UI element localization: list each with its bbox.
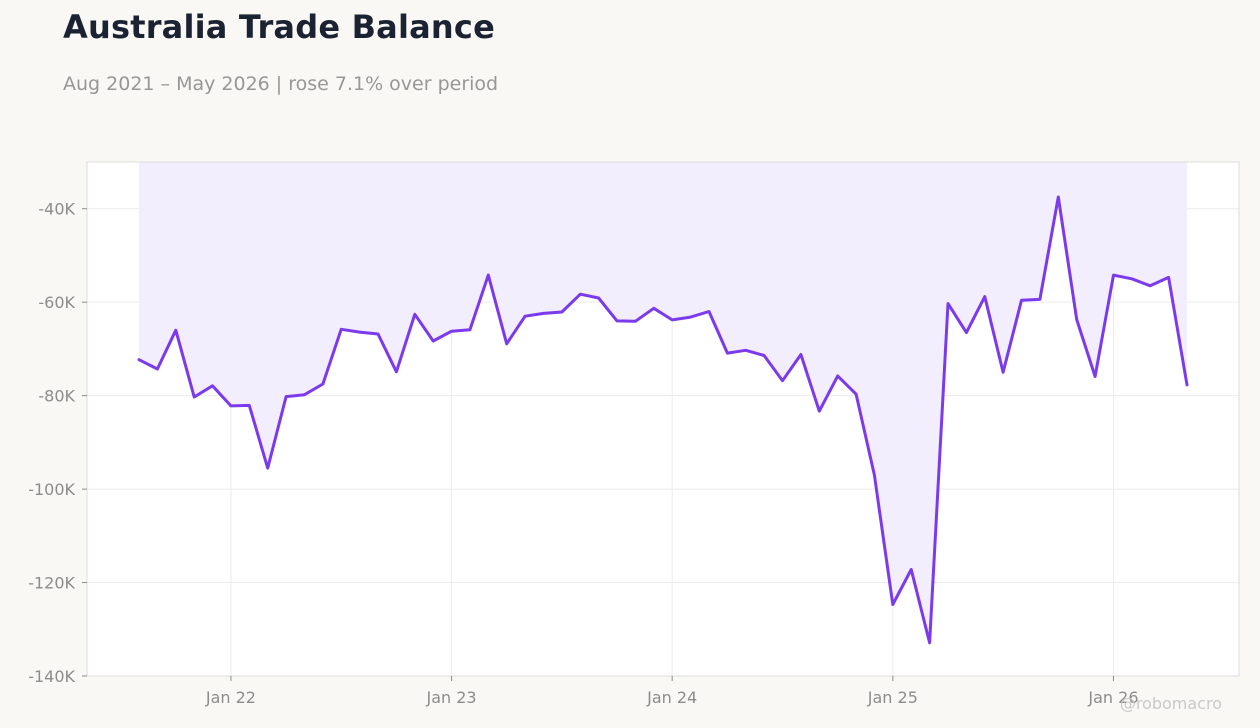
- y-tick-label: -100K: [28, 480, 75, 499]
- x-tick-label: Jan 25: [867, 688, 918, 707]
- watermark: @robomacro: [1119, 694, 1222, 713]
- trade-balance-line: [137, 195, 1189, 645]
- plot-frame: [86, 161, 1240, 677]
- y-tick-label: -60K: [38, 293, 75, 312]
- x-axis: Jan 22 Jan 23 Jan 24 Jan 25 Jan 26: [205, 676, 1139, 707]
- chart-title: Australia Trade Balance: [63, 8, 495, 46]
- y-tick-label: -40K: [38, 200, 75, 219]
- y-tick-label: -140K: [28, 667, 75, 686]
- y-tick-label: -80K: [38, 387, 75, 406]
- trade-balance-area: [139, 162, 1187, 643]
- x-tick-label: Jan 23: [426, 688, 477, 707]
- y-tick-label: -120K: [28, 574, 75, 593]
- chart-subtitle: Aug 2021 – May 2026 | rose 7.1% over per…: [63, 73, 499, 95]
- x-tick-label: Jan 24: [646, 688, 697, 707]
- x-tick-label: Jan 22: [205, 688, 256, 707]
- x-tick-label: Jan 26: [1087, 688, 1138, 707]
- y-axis: -140K -120K -100K -80K -60K -40K: [28, 200, 87, 686]
